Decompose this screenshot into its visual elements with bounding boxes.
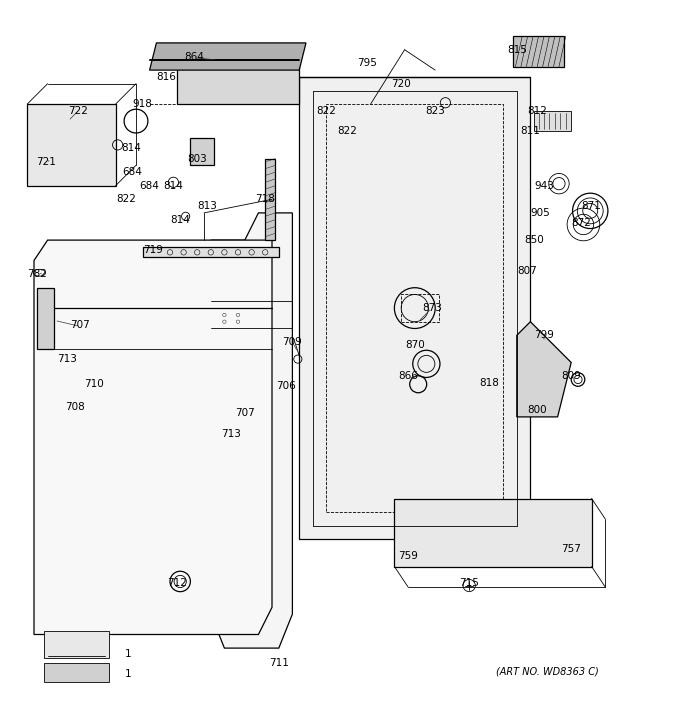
Text: 757: 757 <box>561 544 581 555</box>
Text: 812: 812 <box>527 106 547 116</box>
Text: 872: 872 <box>571 218 592 228</box>
Polygon shape <box>150 43 306 70</box>
Text: 822: 822 <box>116 194 136 204</box>
Text: 718: 718 <box>255 194 275 204</box>
Text: 712: 712 <box>167 579 187 589</box>
Text: (ART NO. WD8363 C): (ART NO. WD8363 C) <box>496 667 598 677</box>
Bar <box>44 631 109 658</box>
Text: 710: 710 <box>84 379 104 389</box>
Polygon shape <box>517 322 571 417</box>
Polygon shape <box>265 159 275 240</box>
Polygon shape <box>534 111 571 131</box>
Text: 823: 823 <box>425 106 445 116</box>
Text: 709: 709 <box>282 337 303 347</box>
Text: 1: 1 <box>124 669 131 679</box>
Text: 800: 800 <box>528 405 547 415</box>
Text: 803: 803 <box>187 154 207 164</box>
Text: 799: 799 <box>534 331 554 340</box>
Text: 905: 905 <box>530 208 551 218</box>
Text: 871: 871 <box>581 201 602 211</box>
Text: 759: 759 <box>398 551 418 561</box>
Polygon shape <box>143 247 279 257</box>
Text: 814: 814 <box>163 181 184 191</box>
Text: 811: 811 <box>520 126 541 136</box>
Polygon shape <box>394 499 592 566</box>
Polygon shape <box>27 104 116 186</box>
Text: 706: 706 <box>275 381 296 392</box>
Bar <box>44 663 109 682</box>
Text: 822: 822 <box>316 106 337 116</box>
Text: 816: 816 <box>156 72 177 82</box>
Text: 711: 711 <box>269 658 289 668</box>
Text: 713: 713 <box>56 354 77 364</box>
Text: 782: 782 <box>27 269 48 279</box>
Text: 850: 850 <box>524 235 544 245</box>
Polygon shape <box>299 77 530 539</box>
Text: 918: 918 <box>133 99 153 109</box>
Text: 943: 943 <box>534 181 554 191</box>
Text: 870: 870 <box>405 341 425 350</box>
Polygon shape <box>190 138 214 165</box>
Polygon shape <box>34 240 272 634</box>
Bar <box>401 294 439 322</box>
Text: 813: 813 <box>197 201 218 211</box>
Text: 807: 807 <box>517 265 537 276</box>
Text: 814: 814 <box>121 144 141 153</box>
Text: 713: 713 <box>221 429 241 439</box>
Text: 719: 719 <box>143 245 163 255</box>
Text: 866: 866 <box>398 371 418 381</box>
Text: 707: 707 <box>235 408 255 418</box>
Text: 864: 864 <box>184 51 204 62</box>
Polygon shape <box>513 36 564 67</box>
Text: 720: 720 <box>391 79 411 88</box>
Text: 815: 815 <box>507 45 527 54</box>
Polygon shape <box>211 213 292 648</box>
Text: 715: 715 <box>459 579 479 589</box>
Bar <box>37 288 54 349</box>
Polygon shape <box>177 50 299 104</box>
Text: 684: 684 <box>122 167 143 177</box>
Text: 795: 795 <box>357 58 377 68</box>
Text: 814: 814 <box>170 215 190 225</box>
Text: 809: 809 <box>561 371 581 381</box>
Text: 1: 1 <box>124 649 131 658</box>
Text: 873: 873 <box>422 303 442 313</box>
Text: 721: 721 <box>36 157 56 167</box>
Text: 722: 722 <box>68 106 88 116</box>
Text: 818: 818 <box>479 378 500 388</box>
Text: 707: 707 <box>70 320 90 330</box>
Text: 684: 684 <box>139 181 160 191</box>
Text: 822: 822 <box>337 126 357 136</box>
Text: 708: 708 <box>65 402 85 412</box>
